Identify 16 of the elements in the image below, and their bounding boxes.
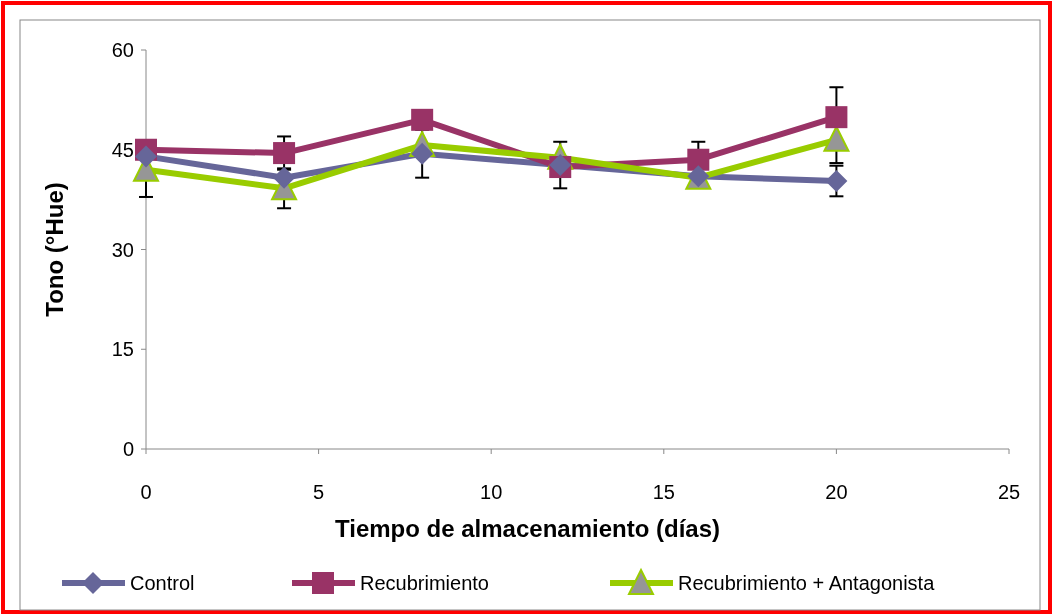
x-tick-label: 10 (480, 481, 503, 503)
x-tick-label: 5 (313, 481, 325, 503)
y-axis-title: Tono (°Hue) (41, 182, 68, 317)
legend-label: Recubrimiento + Antagonista (678, 572, 936, 594)
y-tick-label: 30 (111, 238, 134, 261)
x-axis-title: Tiempo de almacenamiento (días) (335, 515, 720, 542)
x-tick-label: 25 (997, 481, 1021, 503)
legend-label: Control (130, 572, 195, 594)
x-tick-label: 0 (140, 481, 152, 503)
y-tick-label: 60 (111, 39, 134, 61)
x-tick-label: 15 (652, 481, 675, 503)
y-tick-label: 0 (122, 438, 134, 460)
y-tick-label: 45 (111, 138, 134, 161)
x-tick-label: 20 (825, 481, 848, 503)
legend-label: Recubrimiento (360, 572, 489, 594)
y-tick-label: 15 (111, 338, 134, 361)
